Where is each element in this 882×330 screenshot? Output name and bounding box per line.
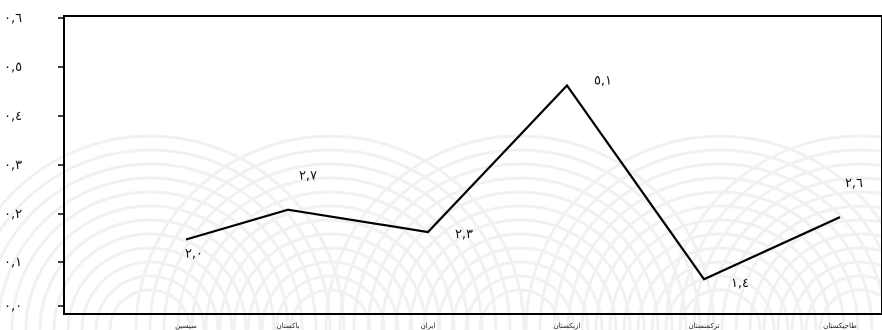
y-tick-label: ٠,٦ <box>4 11 22 26</box>
y-tick-label: ٠,٢ <box>4 207 22 222</box>
watermark-arc <box>706 176 882 330</box>
watermark-arc <box>0 134 346 330</box>
watermark-arc <box>260 260 400 330</box>
watermark-arc <box>524 134 882 330</box>
data-label: ٥,١ <box>594 74 612 89</box>
watermark-arc <box>566 176 874 330</box>
watermark-arc <box>24 204 276 330</box>
watermark-arc <box>246 246 414 330</box>
watermark-arc <box>10 190 290 330</box>
y-tick-label: ٠,٠ <box>4 299 22 314</box>
watermark-arc <box>650 260 790 330</box>
data-label: ١,٤ <box>731 276 749 291</box>
series-line <box>185 83 841 281</box>
watermark-arc <box>608 218 832 330</box>
watermark-arc <box>148 148 512 330</box>
watermark-arc <box>134 134 526 330</box>
watermark-arc <box>804 274 882 330</box>
watermark-arc <box>664 134 882 330</box>
watermark-arc <box>190 190 470 330</box>
watermark-arc <box>204 204 456 330</box>
watermark-pattern <box>0 134 882 330</box>
watermark-arc <box>748 218 882 330</box>
watermark-arc <box>274 274 386 330</box>
watermark-arc <box>66 246 234 330</box>
x-category-label: سيسين <box>175 322 197 330</box>
x-category-label: ايران <box>421 322 436 330</box>
x-category-label: طاجيكستان <box>823 322 857 330</box>
watermark-arc <box>720 190 882 330</box>
watermark-arc <box>176 176 484 330</box>
x-category-label: ازبكستان <box>554 322 581 330</box>
watermark-arc <box>394 204 646 330</box>
watermark-arc <box>338 148 702 330</box>
watermark-arc <box>734 204 882 330</box>
watermark-arc <box>450 260 590 330</box>
watermark-arc <box>678 148 882 330</box>
data-label: ٢,٦ <box>845 176 863 191</box>
watermark-arc <box>552 162 882 330</box>
watermark-arc <box>162 162 498 330</box>
watermark-arc <box>408 218 632 330</box>
x-category-label: تركمنستان <box>689 322 720 330</box>
data-label: ٢,٧ <box>299 169 317 184</box>
watermark-arc <box>436 246 604 330</box>
watermark-arc <box>580 190 860 330</box>
y-tick-label: ٠,٥ <box>4 60 22 75</box>
watermark-arc <box>762 232 882 330</box>
y-tick-label: ٠,٣ <box>4 158 22 173</box>
watermark-arc <box>790 260 882 330</box>
watermark-arc <box>0 148 332 330</box>
watermark-arc <box>636 246 804 330</box>
watermark-arc <box>380 190 660 330</box>
data-label: ٢,٣ <box>455 227 473 242</box>
data-label: ٢,٠ <box>185 247 203 262</box>
watermark-arc <box>692 162 882 330</box>
watermark-arc <box>232 232 428 330</box>
watermark-arc <box>218 218 442 330</box>
watermark-arc <box>352 162 688 330</box>
watermark-arc <box>594 204 846 330</box>
watermark-arc <box>422 232 618 330</box>
watermark-arc <box>776 246 882 330</box>
x-category-label: باكستان <box>276 322 299 330</box>
y-tick-label: ٠,١ <box>4 255 22 270</box>
watermark-arc <box>664 274 776 330</box>
watermark-arc <box>94 274 206 330</box>
y-tick-label: ٠,٤ <box>4 109 22 124</box>
watermark-arc <box>538 148 882 330</box>
